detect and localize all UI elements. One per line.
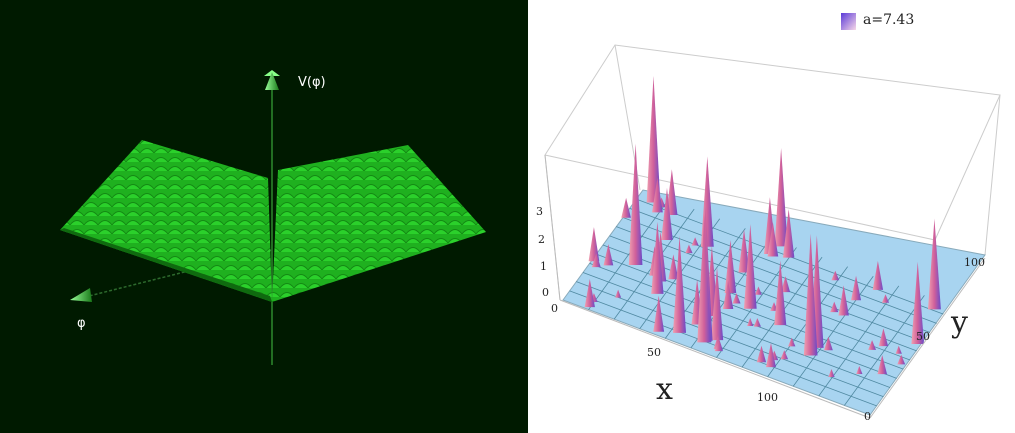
surface-peak (767, 222, 779, 257)
surface-peak (615, 289, 622, 298)
potential-surface-plot (60, 70, 486, 365)
z-tick-1: 1 (540, 260, 547, 273)
z-tick-3: 3 (536, 205, 543, 218)
x-tick-0: 0 (551, 302, 558, 315)
surface-peak (603, 244, 614, 266)
surface-peak (697, 214, 712, 343)
surface-peak (782, 209, 795, 258)
surface-peak (881, 294, 890, 303)
surface-peak (710, 267, 724, 341)
surface-peak (831, 270, 840, 281)
surface-peak (722, 280, 734, 310)
surface-peak (838, 285, 849, 316)
surface-peak (774, 260, 787, 326)
surface-peak (754, 286, 762, 295)
surface-peak (927, 218, 941, 310)
surface-peak (691, 237, 699, 246)
surface-peak (828, 368, 835, 377)
y-axis-label: y (951, 305, 968, 340)
surface-peak (652, 177, 663, 213)
surface-peak (584, 278, 595, 308)
surface-peak (851, 275, 862, 301)
surface-peak (621, 197, 631, 218)
surface-peak (666, 169, 678, 215)
surface-peak (661, 187, 673, 240)
v-axis-arrow-icon (265, 72, 279, 90)
x-axis-label: x (656, 372, 673, 407)
y-tick-0: 0 (864, 410, 871, 423)
legend-label: a=7.43 (863, 12, 915, 28)
legend-swatch (841, 13, 856, 30)
surface-peak (743, 224, 757, 309)
surface-peak (774, 147, 788, 247)
surface-peak (895, 345, 902, 354)
surface-peak (780, 350, 789, 360)
surface-plot (544, 13, 1001, 419)
surface-peak (911, 261, 925, 344)
v-axis-label: V(φ) (298, 75, 326, 90)
surface-peak (823, 336, 833, 351)
z-tick-0: 0 (542, 286, 549, 299)
surface-peak (872, 260, 884, 290)
surface-peak (588, 227, 600, 262)
surface-peak (878, 328, 889, 347)
surface-peak (747, 318, 754, 327)
z-tick-2: 2 (538, 233, 545, 246)
y-tick-100: 100 (964, 256, 985, 269)
surface-peak (668, 254, 679, 280)
x-tick-100: 100 (757, 391, 778, 404)
surface-peak (856, 365, 863, 374)
surface-peak (685, 244, 693, 254)
surface-peak (724, 239, 737, 294)
surface-peak (714, 340, 723, 352)
surface-peak (672, 235, 687, 333)
surface-peak (803, 233, 818, 356)
phi-axis-label: φ (77, 316, 86, 331)
surface-peak (753, 318, 761, 327)
left-wing-surface (60, 140, 272, 302)
surface-peak (780, 276, 791, 293)
surface-peak (591, 253, 601, 268)
surface-peak (628, 143, 643, 266)
surface-peak (653, 295, 665, 332)
surface-peak (868, 340, 877, 350)
surface-peak (788, 337, 796, 347)
surface-plot-panel: a=7.43 3 2 1 0 0 50 100 0 50 100 x y (528, 0, 1015, 433)
phi-axis-arrow-icon (70, 288, 92, 302)
surface-peak (830, 301, 839, 313)
surface-peak (651, 221, 664, 294)
surface-peak (765, 343, 776, 368)
x-tick-50: 50 (647, 346, 661, 359)
surface-peak (877, 355, 887, 375)
surface-peak (732, 293, 741, 304)
y-tick-50: 50 (916, 330, 930, 343)
surface-peak (646, 75, 661, 203)
surface-peak (756, 345, 767, 363)
surface-peak (738, 229, 750, 273)
potential-surface-panel: V(φ) φ (0, 0, 528, 433)
right-wing-surface (272, 145, 486, 302)
surface-peak (897, 354, 906, 365)
